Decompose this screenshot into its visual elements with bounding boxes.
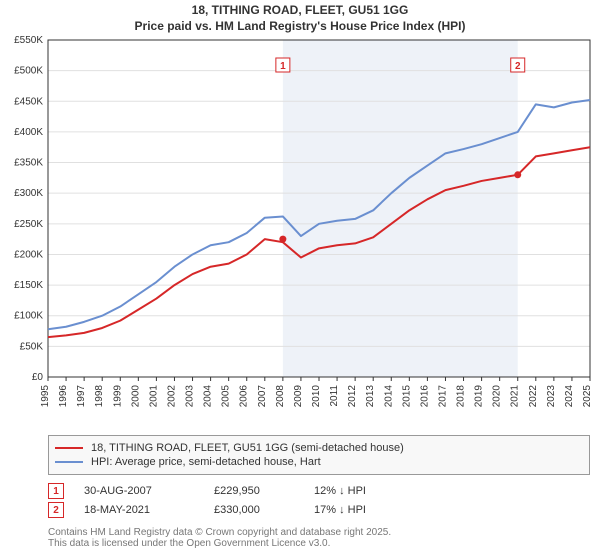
legend: 18, TITHING ROAD, FLEET, GU51 1GG (semi-… [48,435,590,475]
svg-text:2013: 2013 [365,385,376,408]
legend-label-1: 18, TITHING ROAD, FLEET, GU51 1GG (semi-… [91,442,404,454]
svg-text:2005: 2005 [221,385,232,408]
svg-text:1995: 1995 [40,385,51,408]
svg-text:£0: £0 [32,372,44,383]
svg-text:2025: 2025 [582,385,593,408]
svg-text:2010: 2010 [311,385,322,408]
event-marker-1: 1 [48,483,64,499]
legend-swatch-blue [55,461,83,463]
svg-text:1997: 1997 [76,385,87,408]
svg-text:2012: 2012 [347,385,358,408]
svg-text:2022: 2022 [528,385,539,408]
svg-text:£450K: £450K [14,96,43,107]
title-line2: Price paid vs. HM Land Registry's House … [0,19,600,35]
svg-text:2023: 2023 [546,385,557,408]
svg-text:2009: 2009 [293,385,304,408]
svg-text:2008: 2008 [275,385,286,408]
events-list: 1 30-AUG-2007 £229,950 12% ↓ HPI 2 18-MA… [48,480,434,521]
title-line1: 18, TITHING ROAD, FLEET, GU51 1GG [0,3,600,19]
svg-text:2019: 2019 [474,385,485,408]
footer-line2: This data is licensed under the Open Gov… [48,538,391,549]
svg-text:2: 2 [515,61,521,72]
footer: Contains HM Land Registry data © Crown c… [48,527,391,549]
svg-text:1999: 1999 [112,385,123,408]
chart-svg: £0 £50K £100K £150K £200K £250K £300K £350K £400… [0,34,600,429]
event-row-1: 1 30-AUG-2007 £229,950 12% ↓ HPI [48,483,434,499]
svg-text:£350K: £350K [14,158,43,169]
event-price-2: £330,000 [214,504,314,516]
svg-text:1: 1 [280,61,286,72]
svg-text:1998: 1998 [94,385,105,408]
svg-text:£100K: £100K [14,311,43,322]
svg-text:£50K: £50K [20,342,44,353]
svg-text:2016: 2016 [419,385,430,408]
legend-label-2: HPI: Average price, semi-detached house,… [91,456,321,468]
svg-text:2003: 2003 [185,385,196,408]
svg-text:£400K: £400K [14,127,43,138]
svg-text:£300K: £300K [14,188,43,199]
svg-text:1996: 1996 [58,385,69,408]
chart-title-block: 18, TITHING ROAD, FLEET, GU51 1GG Price … [0,0,600,34]
svg-text:2002: 2002 [166,385,177,408]
svg-text:2015: 2015 [401,385,412,408]
event-row-2: 2 18-MAY-2021 £330,000 17% ↓ HPI [48,502,434,518]
event-delta-1: 12% ↓ HPI [314,485,434,497]
svg-text:2007: 2007 [257,385,268,408]
svg-text:£500K: £500K [14,66,43,77]
event-marker-2: 2 [48,502,64,518]
event-date-1: 30-AUG-2007 [84,485,214,497]
legend-row-2: HPI: Average price, semi-detached house,… [55,456,583,468]
svg-text:2014: 2014 [383,385,394,408]
svg-text:2004: 2004 [203,385,214,408]
svg-text:£550K: £550K [14,35,43,46]
event-price-1: £229,950 [214,485,314,497]
svg-text:2024: 2024 [564,385,575,408]
svg-text:2006: 2006 [239,385,250,408]
footer-line1: Contains HM Land Registry data © Crown c… [48,527,391,538]
svg-text:£200K: £200K [14,250,43,261]
svg-text:2011: 2011 [329,385,340,407]
svg-text:£150K: £150K [14,280,43,291]
svg-text:2021: 2021 [510,385,521,408]
svg-text:2018: 2018 [456,385,467,408]
svg-text:2001: 2001 [148,385,159,408]
legend-row-1: 18, TITHING ROAD, FLEET, GU51 1GG (semi-… [55,442,583,454]
svg-text:2020: 2020 [492,385,503,408]
legend-swatch-red [55,447,83,449]
svg-text:2000: 2000 [130,385,141,408]
svg-text:£250K: £250K [14,219,43,230]
event-date-2: 18-MAY-2021 [84,504,214,516]
event-delta-2: 17% ↓ HPI [314,504,434,516]
svg-text:2017: 2017 [437,385,448,408]
chart: £0 £50K £100K £150K £200K £250K £300K £350K £400… [0,34,600,429]
